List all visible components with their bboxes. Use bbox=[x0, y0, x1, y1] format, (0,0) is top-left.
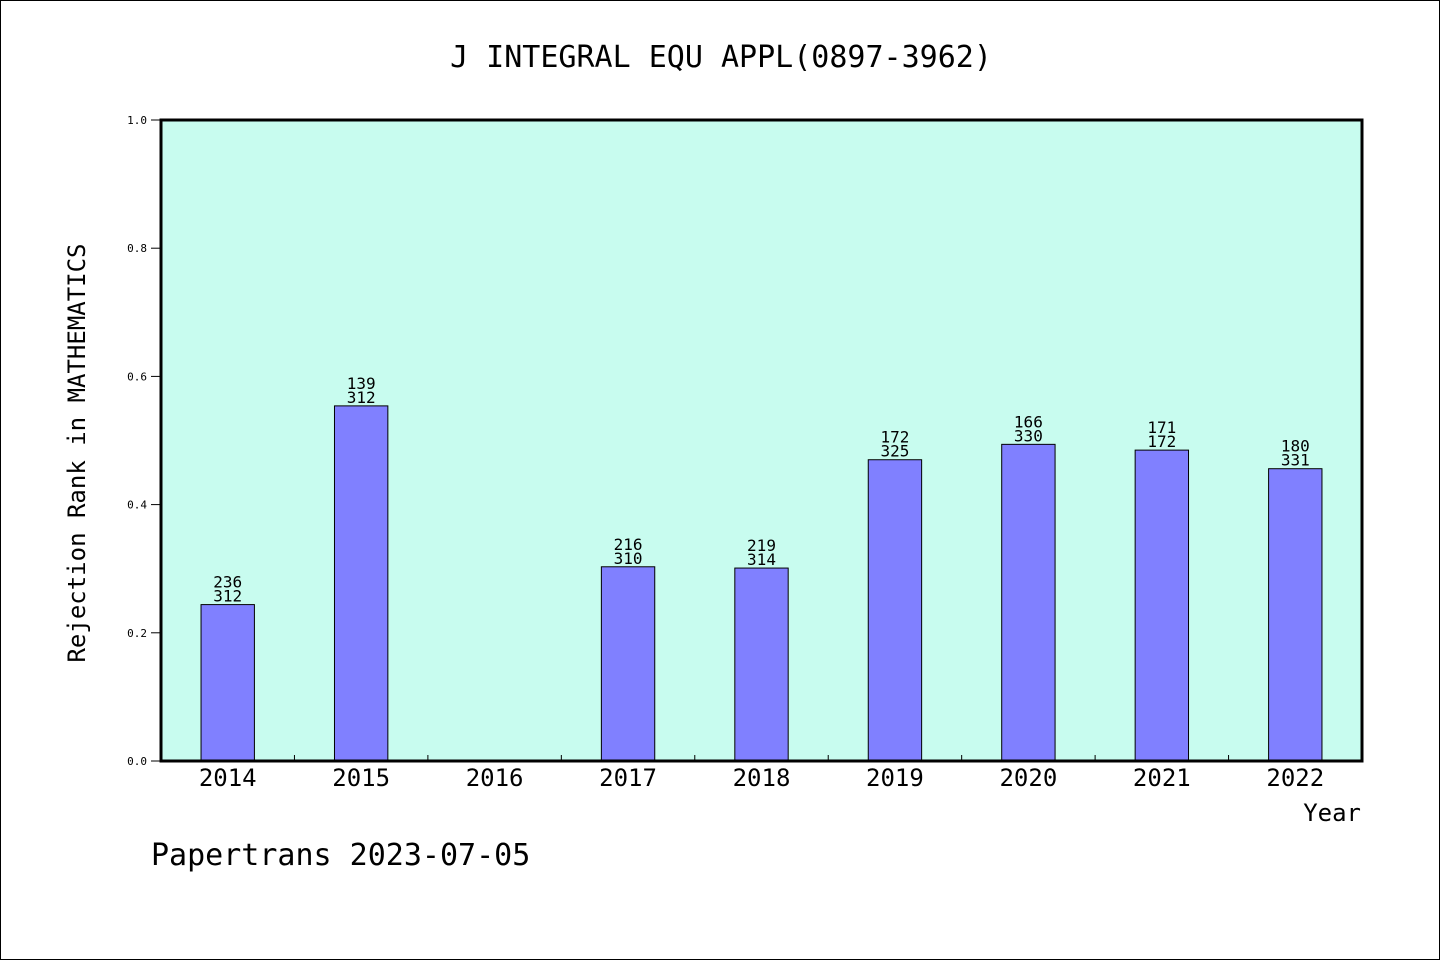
y-axis: 0.0 0.2 0.4 0.6 0.8 1.0 bbox=[127, 114, 161, 768]
bar-label-total: 312 bbox=[213, 587, 242, 606]
x-tick-label: 2015 bbox=[332, 764, 390, 792]
x-axis: 2014 2015 2016 2017 2018 2019 2020 2021 2022 bbox=[199, 755, 1324, 792]
y-tick-label: 1.0 bbox=[127, 114, 147, 127]
footer-credit: Papertrans 2023-07-05 bbox=[151, 838, 530, 873]
bar-2020 bbox=[1001, 443, 1056, 762]
y-tick-label: 0.6 bbox=[127, 370, 147, 383]
bar-label-rank: 166 bbox=[1014, 412, 1043, 431]
bar-label-rank: 171 bbox=[1147, 418, 1176, 437]
bar-2017 bbox=[600, 566, 656, 762]
bars-group bbox=[200, 405, 1323, 762]
y-tick-label: 0.2 bbox=[127, 627, 147, 640]
bar-label-total: 172 bbox=[1147, 432, 1176, 451]
x-tick-label: 2020 bbox=[999, 764, 1057, 792]
x-tick-label: 2018 bbox=[733, 764, 791, 792]
bar-label-total: 314 bbox=[747, 550, 776, 569]
bar-label-total: 310 bbox=[614, 549, 643, 568]
bar-label-rank: 236 bbox=[213, 573, 242, 592]
x-tick-label: 2017 bbox=[599, 764, 657, 792]
x-axis-label: Year bbox=[1303, 799, 1361, 827]
bar-2022 bbox=[1268, 468, 1323, 762]
x-tick-label: 2016 bbox=[466, 764, 524, 792]
bar-label-rank: 219 bbox=[747, 536, 776, 555]
y-tick-label: 0.8 bbox=[127, 242, 147, 255]
bar-2018 bbox=[734, 567, 789, 762]
bar-label-total: 325 bbox=[880, 442, 909, 461]
bar-label-rank: 180 bbox=[1281, 437, 1310, 456]
y-tick-label: 0.0 bbox=[127, 755, 147, 768]
bar-2019 bbox=[867, 459, 923, 762]
x-tick-label: 2021 bbox=[1133, 764, 1191, 792]
bar-label-rank: 216 bbox=[614, 535, 643, 554]
y-tick-label: 0.4 bbox=[127, 499, 147, 512]
bar-2021 bbox=[1134, 449, 1190, 762]
y-axis-label: Rejection Rank in MATHEMATICS bbox=[63, 243, 91, 662]
bar-label-total: 330 bbox=[1014, 426, 1043, 445]
bar-label-rank: 139 bbox=[347, 374, 376, 393]
bar-label-total: 312 bbox=[347, 388, 376, 407]
x-tick-label: 2022 bbox=[1266, 764, 1324, 792]
bar-label-rank: 172 bbox=[880, 428, 909, 447]
x-tick-label: 2014 bbox=[199, 764, 257, 792]
bar-2014 bbox=[200, 604, 255, 762]
x-tick-label: 2019 bbox=[866, 764, 924, 792]
bar-label-total: 331 bbox=[1281, 451, 1310, 470]
chart-title: J INTEGRAL EQU APPL(0897-3962) bbox=[450, 40, 992, 75]
plot-border bbox=[159, 118, 1364, 763]
bar-2015 bbox=[333, 405, 389, 762]
